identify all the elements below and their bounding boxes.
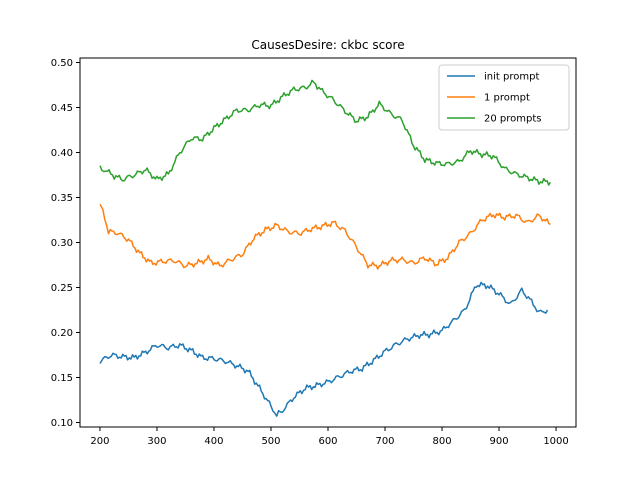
- x-tick-label: 500: [261, 436, 280, 447]
- chart-title: CausesDesire: ckbc score: [251, 38, 404, 52]
- legend-box: [438, 64, 570, 131]
- series-line-1-prompt: [99, 203, 551, 270]
- x-tick-label: 600: [318, 436, 337, 447]
- x-tick-label: 200: [90, 436, 109, 447]
- y-tick-label: 0.15: [51, 373, 73, 384]
- series-line-init-prompt: [99, 281, 549, 417]
- x-tick-label: 400: [204, 436, 223, 447]
- y-tick-label: 0.30: [51, 238, 73, 249]
- x-tick-label: 800: [432, 436, 451, 447]
- x-tick-label: 700: [375, 436, 394, 447]
- y-tick-label: 0.50: [51, 58, 73, 69]
- x-tick-label: 1000: [543, 436, 568, 447]
- x-tick-label: 900: [489, 436, 508, 447]
- legend-label: init prompt: [484, 72, 539, 83]
- y-tick-label: 0.20: [51, 328, 73, 339]
- y-tick-label: 0.40: [51, 148, 73, 159]
- series-line-20-prompts: [99, 79, 551, 186]
- y-tick-label: 0.45: [51, 103, 73, 114]
- y-axis: 0.10 0.15 0.20 0.25 0.30 0.35 0.40 0.45 0.50: [51, 58, 80, 429]
- x-axis: 200 300 400 500 600 700 800 900 1000: [90, 427, 569, 447]
- x-tick-label: 300: [147, 436, 166, 447]
- y-tick-label: 0.35: [51, 193, 73, 204]
- legend-label: 1 prompt: [484, 93, 530, 104]
- y-tick-label: 0.10: [51, 418, 73, 429]
- legend-label: 20 prompts: [484, 114, 541, 125]
- plot-lines: [99, 79, 551, 417]
- legend: init prompt 1 prompt 20 prompts: [438, 64, 570, 131]
- y-tick-label: 0.25: [51, 283, 73, 294]
